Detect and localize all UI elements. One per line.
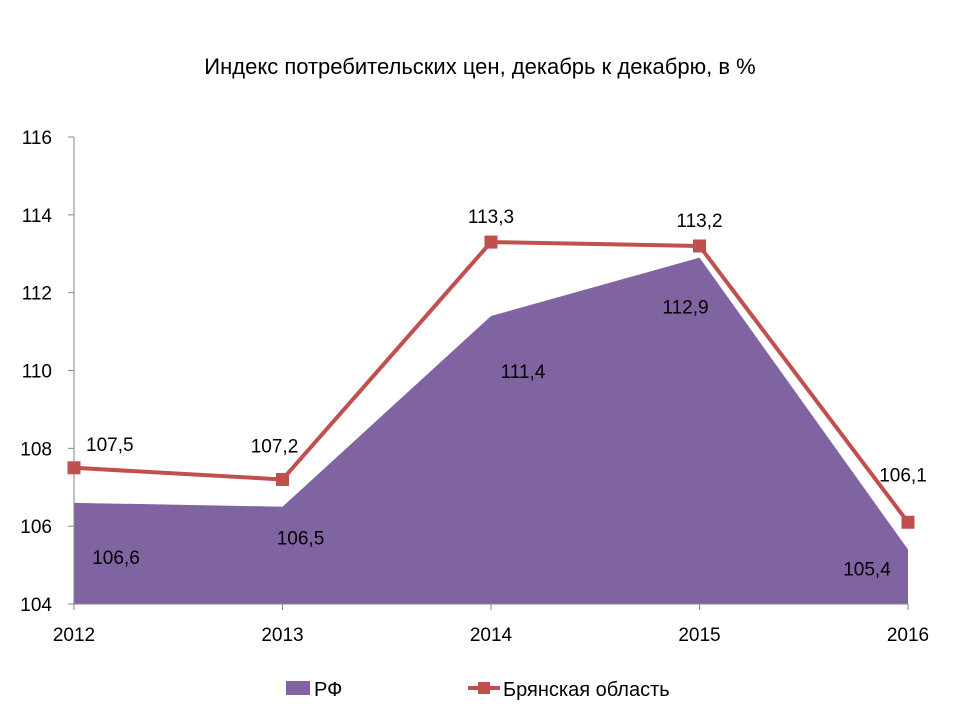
x-tick-label: 2012 [53, 625, 95, 646]
x-tick-label: 2014 [470, 625, 513, 646]
legend-marker-bryansk [478, 682, 490, 694]
line-marker [484, 235, 498, 249]
area-layer [74, 257, 908, 604]
area-data-label: 112,9 [662, 298, 708, 319]
line-data-label: 113,2 [676, 211, 722, 232]
label-layer: 107,5 107,2 113,3 113,2 106,1 106,6 106,5 111,4… [86, 207, 927, 580]
y-tick-label: 116 [22, 128, 52, 149]
y-tick-label: 110 [22, 362, 52, 383]
area-data-label: 106,6 [92, 548, 140, 569]
line-data-label: 107,2 [251, 436, 299, 457]
line-data-label: 107,5 [86, 435, 134, 456]
y-tick-label: 108 [20, 439, 52, 460]
y-tick-label: 112 [22, 284, 52, 305]
area-data-label: 106,5 [277, 529, 325, 550]
line-data-label: 113,3 [468, 207, 514, 228]
axis-layer: 104 106 108 110 112 114 116 2012 2013 2014 2015 201… [20, 128, 929, 646]
area-data-label: 105,4 [843, 560, 891, 581]
line-marker [693, 239, 706, 253]
legend-label-rf: РФ [314, 679, 342, 701]
line-layer [67, 235, 915, 529]
area-series-rf [74, 257, 908, 604]
line-marker [67, 461, 81, 475]
line-data-label: 106,1 [879, 465, 927, 486]
x-tick-label: 2013 [261, 625, 303, 646]
legend: РФ Брянская область [286, 679, 670, 701]
y-tick-label: 114 [22, 206, 53, 227]
y-tick-label: 106 [20, 517, 52, 538]
area-data-label: 111,4 [501, 362, 546, 383]
line-marker [276, 472, 289, 486]
y-tick-label: 104 [20, 595, 52, 616]
line-marker [901, 515, 915, 529]
x-tick-label: 2015 [678, 625, 720, 646]
chart-title: Индекс потребительских цен, декабрь к де… [204, 54, 755, 79]
legend-label-bryansk: Брянская область [503, 679, 670, 701]
x-tick-label: 2016 [887, 625, 929, 646]
legend-swatch-rf [286, 681, 310, 695]
